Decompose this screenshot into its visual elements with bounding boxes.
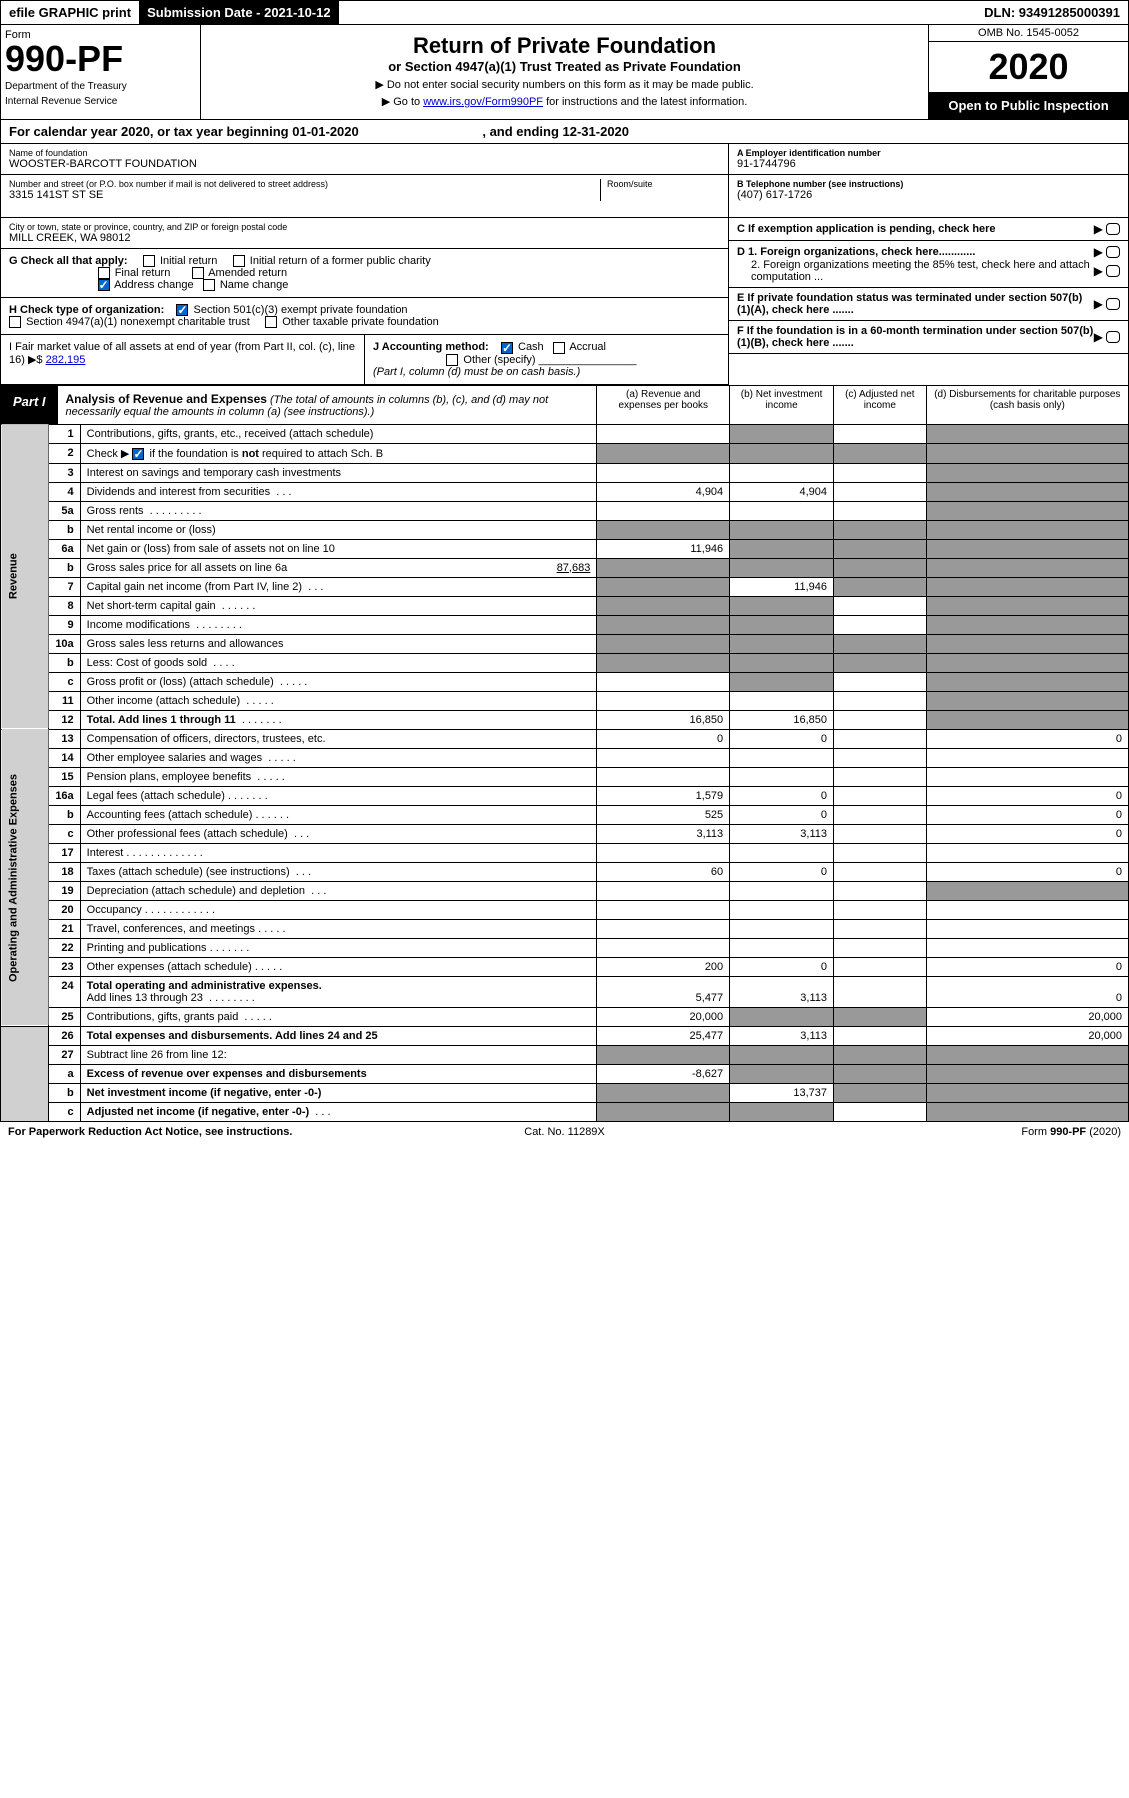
- footer-left: For Paperwork Reduction Act Notice, see …: [8, 1126, 524, 1138]
- form-subtitle: or Section 4947(a)(1) Trust Treated as P…: [209, 59, 920, 74]
- checkbox-other-taxable[interactable]: [265, 316, 277, 328]
- phone-value: (407) 617-1726: [737, 189, 1120, 201]
- ein-label: A Employer identification number: [737, 148, 1120, 158]
- note-ssn: ▶ Do not enter social security numbers o…: [209, 78, 920, 91]
- checkbox-d1[interactable]: [1106, 246, 1120, 258]
- calendar-year-row: For calendar year 2020, or tax year begi…: [0, 120, 1129, 144]
- entity-info: Name of foundation WOOSTER-BARCOTT FOUND…: [0, 144, 1129, 385]
- section-j: J Accounting method: Cash Accrual Other …: [365, 335, 728, 383]
- open-public-badge: Open to Public Inspection: [929, 92, 1128, 119]
- room-label: Room/suite: [607, 179, 720, 189]
- part1-table: Part I Analysis of Revenue and Expenses …: [0, 385, 1129, 1122]
- footer-formref: Form 990-PF (2020): [605, 1126, 1121, 1138]
- checkbox-f[interactable]: [1106, 331, 1120, 343]
- dln-label: DLN: 93491285000391: [976, 1, 1128, 24]
- checkbox-amended[interactable]: [192, 267, 204, 279]
- d1-label: D 1. Foreign organizations, check here..…: [737, 246, 1094, 258]
- col-c-header: (c) Adjusted net income: [834, 385, 927, 424]
- checkbox-501c3[interactable]: [176, 304, 188, 316]
- checkbox-name-change[interactable]: [203, 279, 215, 291]
- tax-year: 2020: [929, 42, 1128, 92]
- checkbox-schb[interactable]: [132, 448, 144, 460]
- d2-label: 2. Foreign organizations meeting the 85%…: [751, 259, 1094, 283]
- checkbox-c[interactable]: [1106, 223, 1120, 235]
- checkbox-other-method[interactable]: [446, 354, 458, 366]
- checkbox-address-change[interactable]: [98, 279, 110, 291]
- foundation-name: WOOSTER-BARCOTT FOUNDATION: [9, 158, 720, 170]
- addr-label: Number and street (or P.O. box number if…: [9, 179, 600, 189]
- irs-link[interactable]: www.irs.gov/Form990PF: [423, 96, 543, 108]
- checkbox-initial-former[interactable]: [233, 255, 245, 267]
- revenue-side-label: Revenue: [1, 424, 49, 729]
- section-g: G Check all that apply: Initial return I…: [1, 249, 728, 298]
- checkbox-initial[interactable]: [143, 255, 155, 267]
- e-label: E If private foundation status was termi…: [737, 292, 1094, 316]
- city-label: City or town, state or province, country…: [9, 222, 720, 232]
- checkbox-4947[interactable]: [9, 316, 21, 328]
- section-h: H Check type of organization: Section 50…: [1, 298, 728, 335]
- form-title: Return of Private Foundation: [209, 33, 920, 59]
- submission-date: Submission Date - 2021-10-12: [139, 1, 339, 24]
- fmv-value[interactable]: 282,195: [46, 354, 86, 366]
- top-bar: efile GRAPHIC print Submission Date - 20…: [0, 0, 1129, 25]
- c-label: C If exemption application is pending, c…: [737, 223, 1094, 235]
- section-i: I Fair market value of all assets at end…: [1, 335, 365, 383]
- footer-catno: Cat. No. 11289X: [524, 1126, 605, 1138]
- col-a-header: (a) Revenue and expenses per books: [597, 385, 730, 424]
- efile-label: efile GRAPHIC print: [1, 1, 139, 24]
- checkbox-cash[interactable]: [501, 342, 513, 354]
- city-state-zip: MILL CREEK, WA 98012: [9, 232, 720, 244]
- col-b-header: (b) Net investment income: [730, 385, 834, 424]
- checkbox-d2[interactable]: [1106, 265, 1120, 277]
- name-label: Name of foundation: [9, 148, 720, 158]
- col-d-header: (d) Disbursements for charitable purpose…: [926, 385, 1128, 424]
- expenses-side-label: Operating and Administrative Expenses: [1, 729, 49, 1026]
- part1-label: Part I: [1, 386, 58, 424]
- f-label: F If the foundation is in a 60-month ter…: [737, 325, 1094, 349]
- street-address: 3315 141ST ST SE: [9, 189, 600, 201]
- phone-label: B Telephone number (see instructions): [737, 179, 1120, 189]
- irs-label: Internal Revenue Service: [5, 96, 196, 107]
- note-url: ▶ Go to www.irs.gov/Form990PF for instru…: [209, 95, 920, 108]
- checkbox-e[interactable]: [1106, 298, 1120, 310]
- form-number: 990-PF: [5, 41, 196, 77]
- checkbox-accrual[interactable]: [553, 342, 565, 354]
- omb-number: OMB No. 1545-0052: [929, 25, 1128, 42]
- page-footer: For Paperwork Reduction Act Notice, see …: [0, 1122, 1129, 1142]
- dept-treasury: Department of the Treasury: [5, 81, 196, 92]
- ein-value: 91-1744796: [737, 158, 1120, 170]
- form-header: Form 990-PF Department of the Treasury I…: [0, 25, 1129, 120]
